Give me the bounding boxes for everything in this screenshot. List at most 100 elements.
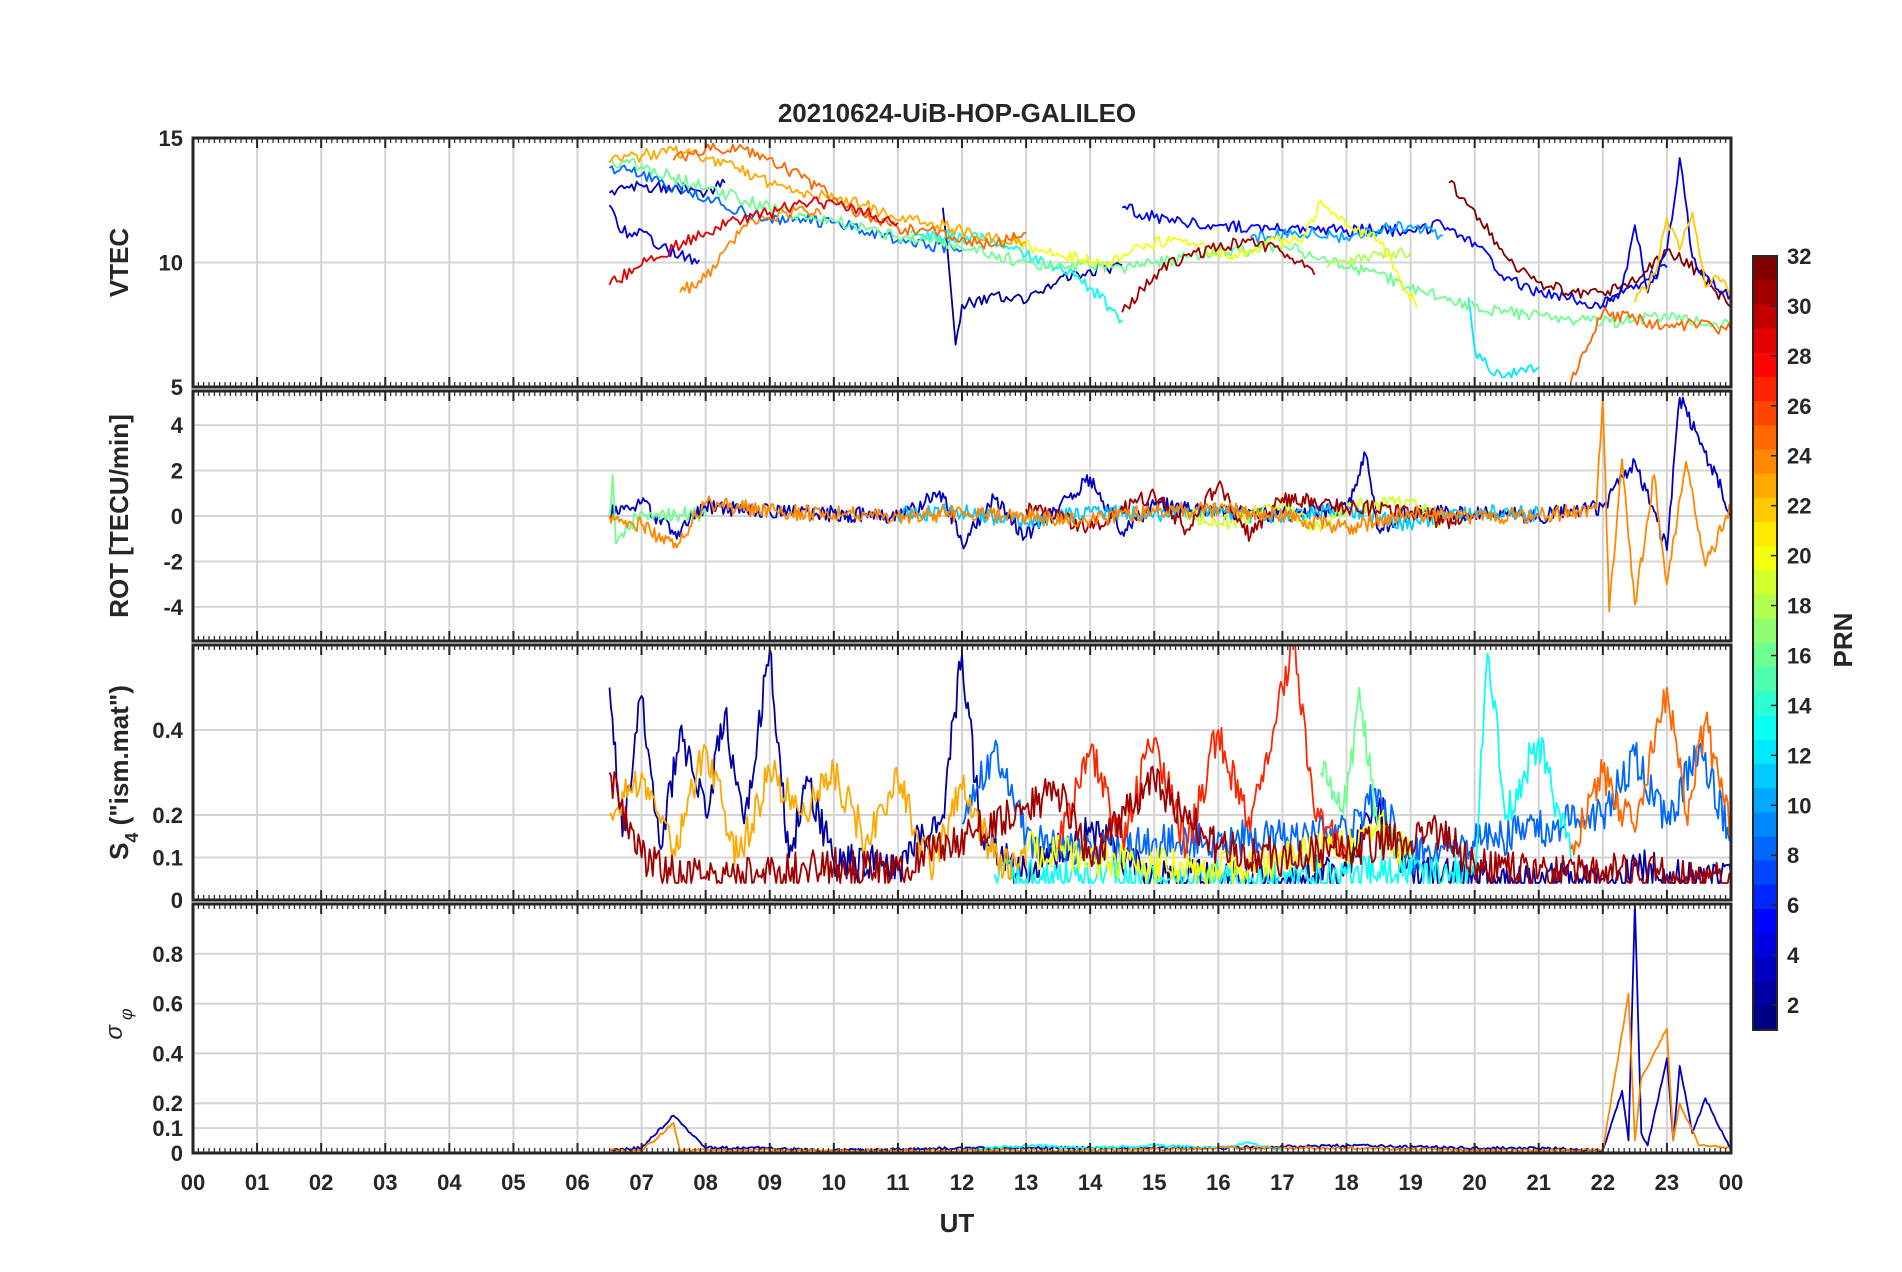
xtick-label: 20 <box>1462 1170 1486 1195</box>
s4-series-prn-2 <box>608 648 1731 884</box>
rot-ytick-label: 2 <box>171 459 183 484</box>
colorbar-band <box>1753 256 1777 281</box>
xtick-label: 21 <box>1527 1170 1551 1195</box>
s4-ytick-label: 0 <box>171 888 183 913</box>
xtick-label: 15 <box>1142 1170 1166 1195</box>
colorbar-tick-label: 10 <box>1787 793 1811 818</box>
rot-ylabel: ROT [TECU/min] <box>104 414 134 618</box>
xtick-label: 17 <box>1270 1170 1294 1195</box>
s4-series-prn-23 <box>608 744 1027 881</box>
s4-ytick-label: 0.1 <box>152 846 183 871</box>
colorbar-band <box>1753 352 1777 378</box>
rot-series-prn-24 <box>608 394 1731 613</box>
vtec-series-prn-16 <box>608 158 1731 330</box>
sigma-ytick-label: 0.4 <box>152 1041 183 1066</box>
colorbar-band <box>1753 618 1777 644</box>
colorbar-band <box>1753 449 1777 475</box>
colorbar-band <box>1753 763 1777 789</box>
vtec-frame <box>191 136 1733 389</box>
vtec-series-prn-25 <box>1569 306 1731 383</box>
xtick-label: 14 <box>1078 1170 1103 1195</box>
xtick-label: 11 <box>886 1170 909 1195</box>
rot-ytick-label: -4 <box>163 595 183 620</box>
colorbar-tick-label: 6 <box>1787 893 1799 918</box>
rot-frame <box>191 389 1733 643</box>
sigma-ytick-label: 0 <box>171 1141 183 1166</box>
vtec-panel: 5 10 15 VTEC <box>104 126 1733 400</box>
vtec-series-prn-18 <box>1326 247 1412 268</box>
x-axis: 00 01 02 03 04 05 06 07 08 09 10 11 12 13 14 15 16 17 18 19… <box>181 1170 1743 1195</box>
vtec-series-prn-32 <box>1448 179 1731 308</box>
sigma-ytick-label: 0.2 <box>152 1091 183 1116</box>
sigma-ylabel: σ φ <box>101 1008 136 1039</box>
colorbar-band <box>1753 933 1777 959</box>
colorbar-band <box>1753 788 1777 813</box>
colorbar-band <box>1753 812 1777 838</box>
rot-series-prn-16 <box>608 474 707 545</box>
s4-frame <box>191 643 1733 902</box>
colorbar-band <box>1753 497 1777 523</box>
rot-panel: -4 -2 0 2 4 ROT [TECU/min] <box>104 389 1733 643</box>
colorbar-tick-label: 8 <box>1787 843 1799 868</box>
colorbar-tick-label: 24 <box>1787 444 1812 469</box>
sigma-ytick-label: 0.6 <box>152 992 183 1017</box>
vtec-series-prn-4 <box>608 204 701 265</box>
s4-series-prn-13 <box>993 652 1572 884</box>
colorbar-band <box>1753 425 1777 451</box>
vtec-series-prn-10 <box>1249 220 1443 244</box>
xtick-label: 10 <box>822 1170 846 1195</box>
vtec-ytick-label: 5 <box>171 375 183 400</box>
vtec-series-prn-24 <box>679 205 822 294</box>
colorbar-band <box>1753 594 1777 620</box>
colorbar-tick-label: 22 <box>1787 494 1811 519</box>
colorbar-tick-label: 20 <box>1787 544 1811 569</box>
xtick-label: 13 <box>1014 1170 1038 1195</box>
vtec-series-prn-31 <box>1121 237 1316 313</box>
sigma-ytick-label: 0.8 <box>152 942 183 967</box>
xtick-label: 19 <box>1398 1170 1422 1195</box>
colorbar-tick-label: 2 <box>1787 993 1799 1018</box>
colorbar-band <box>1753 328 1777 354</box>
vtec-series-group <box>608 142 1731 383</box>
xtick-label: 02 <box>309 1170 333 1195</box>
colorbar-band <box>1753 957 1777 983</box>
s4-series-prn-27 <box>1057 645 1348 859</box>
s4-ylabel: S4 ("ism.mat") <box>104 685 142 860</box>
colorbar-band <box>1753 884 1777 910</box>
vtec-series-prn-12 <box>1467 297 1540 379</box>
colorbar-band <box>1753 836 1777 862</box>
chart-title: 20210624-UiB-HOP-GALILEO <box>778 98 1136 128</box>
s4-ytick-label: 0.4 <box>152 718 183 743</box>
sigma-frame <box>191 902 1733 1155</box>
colorbar-band <box>1753 1005 1777 1031</box>
vtec-series-prn-2 <box>941 207 1123 346</box>
colorbar-tick-label: 14 <box>1787 693 1812 718</box>
xtick-label: 09 <box>758 1170 782 1195</box>
colorbar-band <box>1753 860 1777 886</box>
colorbar-band <box>1753 981 1777 1007</box>
colorbar-band <box>1753 739 1777 765</box>
s4-ytick-label: 0.2 <box>152 803 183 828</box>
vtec-series-prn-29 <box>608 196 899 286</box>
sigma-panel: 00.10.2 0.4 0.6 0.8 σ φ <box>101 902 1733 1166</box>
colorbar-band <box>1753 909 1777 934</box>
colorbar-tick-label: 30 <box>1787 294 1811 319</box>
colorbar-tick-label: 26 <box>1787 394 1811 419</box>
rot-series-prn-19 <box>1185 495 1444 533</box>
xtick-label: 23 <box>1655 1170 1679 1195</box>
colorbar-band <box>1753 570 1777 596</box>
colorbar-band <box>1753 376 1777 402</box>
xtick-label: 00 <box>181 1170 205 1195</box>
xtick-label: 01 <box>245 1170 269 1195</box>
s4-series-prn-25 <box>1569 686 1731 856</box>
xtick-label: 16 <box>1206 1170 1230 1195</box>
colorbar-band <box>1753 473 1777 499</box>
xtick-label: 07 <box>629 1170 653 1195</box>
colorbar-frame <box>1752 255 1778 1031</box>
vtec-ytick-label: 15 <box>159 126 183 151</box>
xtick-label: 04 <box>437 1170 462 1195</box>
colorbar-tick-label: 32 <box>1787 244 1811 269</box>
xtick-label: 05 <box>501 1170 525 1195</box>
